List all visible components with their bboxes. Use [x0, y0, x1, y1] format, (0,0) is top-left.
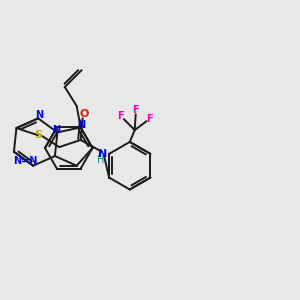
Text: F: F — [118, 111, 124, 121]
Text: F: F — [146, 114, 153, 124]
Text: H: H — [98, 155, 105, 165]
Text: N: N — [78, 120, 86, 130]
Text: N: N — [52, 125, 61, 135]
Text: N: N — [35, 110, 43, 120]
Text: N: N — [98, 149, 108, 159]
Text: F: F — [132, 105, 139, 115]
Text: S: S — [34, 130, 42, 140]
Text: N=N: N=N — [14, 156, 38, 166]
Text: O: O — [80, 109, 89, 118]
